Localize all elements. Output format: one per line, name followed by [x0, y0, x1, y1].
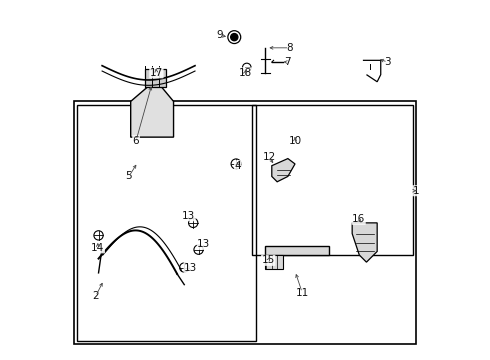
- Text: 5: 5: [125, 171, 132, 181]
- Text: 12: 12: [263, 152, 276, 162]
- Text: 18: 18: [238, 68, 252, 78]
- Text: 10: 10: [289, 136, 301, 146]
- Text: 1: 1: [413, 186, 419, 196]
- Text: 3: 3: [385, 57, 391, 67]
- Text: 13: 13: [184, 262, 197, 273]
- Bar: [145, 69, 167, 87]
- Text: 9: 9: [217, 30, 223, 40]
- Polygon shape: [272, 158, 295, 182]
- Bar: [265, 255, 283, 269]
- Bar: [265, 246, 329, 255]
- Text: 17: 17: [150, 68, 163, 78]
- Text: 14: 14: [91, 243, 104, 253]
- Text: 8: 8: [286, 43, 293, 53]
- Text: 13: 13: [197, 239, 211, 249]
- Bar: [77, 105, 256, 341]
- Text: 6: 6: [133, 136, 139, 146]
- Text: 11: 11: [295, 288, 309, 297]
- Bar: [252, 105, 413, 255]
- Bar: [74, 102, 416, 344]
- Circle shape: [231, 33, 238, 41]
- Text: 15: 15: [262, 255, 275, 265]
- Polygon shape: [352, 223, 377, 262]
- Polygon shape: [131, 80, 173, 137]
- Text: 13: 13: [182, 211, 195, 221]
- Text: 7: 7: [285, 57, 291, 67]
- Text: 2: 2: [93, 291, 99, 301]
- Text: 16: 16: [352, 214, 365, 224]
- Text: 4: 4: [235, 161, 241, 171]
